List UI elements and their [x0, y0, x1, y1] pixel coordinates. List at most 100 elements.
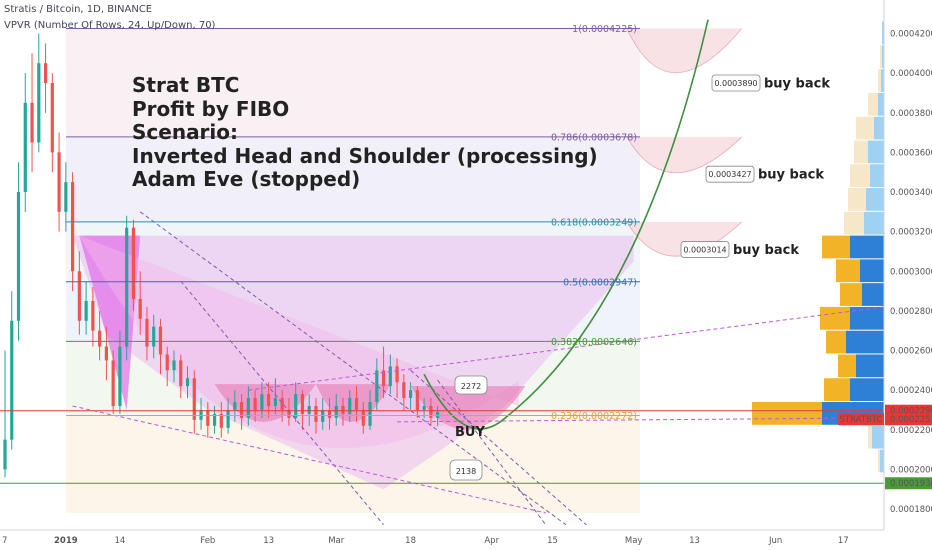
candle-body	[138, 298, 142, 319]
y-tick-label: 0.0003400	[890, 188, 932, 198]
symbol-line: Stratis / Bitcoin, 1D, BINANCE	[4, 4, 153, 15]
candle-body	[381, 370, 386, 387]
candle-body	[64, 182, 68, 212]
fib-band	[66, 136, 640, 222]
y-tick-label: 0.0002400	[890, 386, 932, 396]
candle-body	[10, 320, 14, 440]
volume-bar-up	[881, 69, 884, 92]
volume-bar-up	[864, 211, 884, 235]
left-shoulder	[214, 384, 316, 422]
x-tick-label: Mar	[328, 536, 345, 546]
candle-body	[37, 63, 41, 143]
candle-body	[361, 409, 365, 426]
buyback-box	[680, 241, 730, 258]
candle-body	[375, 370, 379, 403]
candle-body	[246, 398, 250, 418]
candle-body	[152, 326, 156, 347]
candle-body	[314, 405, 318, 422]
volume-bar-up	[882, 21, 884, 45]
candle-body	[348, 398, 352, 414]
candle-body	[57, 152, 61, 212]
volume-bar-up	[866, 188, 884, 211]
volume-bar-down	[878, 69, 881, 92]
candle-body	[104, 346, 108, 361]
projection-curve	[423, 19, 709, 430]
title-line-3: Scenario:	[132, 120, 239, 144]
y-tick-label: 0.0004000	[890, 69, 932, 79]
candle-body	[253, 398, 257, 410]
callouts: 0.0003890 buy back 0.0003427 buy back 0.0003…	[449, 74, 830, 481]
fib-label: 0.5(0.0002947)	[563, 277, 637, 288]
trend-lines	[0, 19, 885, 526]
volume-bar-down	[856, 116, 874, 140]
candle-body	[415, 390, 419, 410]
candle-body	[111, 360, 115, 406]
x-tick-label: 7	[2, 536, 7, 546]
candle-body	[341, 405, 345, 414]
x-tick-label: 13	[263, 536, 274, 546]
indicator-line: VPVR (Number Of Rows, 24, Up/Down, 70)	[4, 20, 216, 31]
candle-body	[172, 360, 176, 371]
fib-label: 0.786(0.0003678)	[551, 132, 637, 143]
x-tick-label: 17	[838, 536, 849, 546]
ticker-tag	[838, 413, 884, 426]
candle-body	[402, 382, 406, 399]
x-tick-label: Feb	[200, 536, 215, 546]
buyback-label: buy back	[758, 168, 824, 183]
buyback-box	[705, 165, 755, 183]
y-tick-label: 0.0002600	[890, 347, 932, 357]
candle-body	[422, 405, 426, 410]
candle-body	[43, 63, 48, 84]
price-axis[interactable]: 0.0004200 0.0004000 0.0003800 0.0003600 0.00…	[838, 0, 932, 530]
x-tick-label: 13	[689, 536, 700, 546]
candle-body	[327, 409, 332, 418]
volume-bar-down	[878, 449, 880, 473]
buyback-label: buy back	[733, 243, 799, 258]
volume-bar-down	[752, 402, 822, 425]
volume-profile	[752, 21, 884, 473]
candle-body	[206, 409, 210, 426]
candle-body	[409, 390, 413, 399]
candle-body	[219, 413, 223, 428]
candle-body	[98, 330, 102, 347]
candle-body	[185, 378, 190, 387]
candle-body	[84, 300, 88, 321]
candle-body	[267, 394, 271, 406]
y-tick-label: 0.0004200	[890, 30, 932, 40]
volume-bar-down	[850, 164, 870, 188]
buyback-arc	[626, 136, 743, 173]
volume-bar-down	[880, 45, 882, 69]
volume-bar-up	[860, 259, 884, 283]
volume-bar-down	[854, 140, 868, 164]
y-tick-label: 0.0002000	[890, 465, 932, 475]
candle-body	[71, 182, 75, 272]
volume-bar-down	[844, 211, 864, 235]
neckline-high	[248, 306, 885, 391]
fib-label: 0.236(0.0002272)	[551, 411, 637, 422]
candle-body	[91, 300, 95, 331]
fib-label: 0.618(0.0003249)	[551, 217, 637, 228]
candle-body	[300, 394, 305, 414]
volume-bar-up	[874, 116, 884, 140]
time-axis[interactable]: 7 2019 14 Feb 13 Mar 18 Apr 15 May 13 Jun 17	[0, 529, 884, 546]
cup-arc	[79, 235, 519, 449]
buyback-price: 0.0003890	[714, 79, 757, 88]
candle-body	[395, 366, 399, 383]
candle-body	[30, 102, 34, 143]
head	[315, 384, 391, 422]
volume-bar-down	[840, 283, 862, 306]
volume-bar-up	[870, 164, 884, 188]
volume-bar-up	[850, 235, 884, 259]
volume-bar-down	[820, 306, 850, 330]
x-tick-label: 14	[115, 536, 126, 546]
callout-2138-text: 2138	[456, 467, 476, 476]
candle-body	[23, 102, 27, 192]
fib-label: 1(0.0004225)	[572, 24, 637, 35]
annotation-title: Strat BTC Profit by FIBO Scenario: Inver…	[132, 73, 598, 192]
volume-bar-down	[848, 188, 866, 211]
ticker-tag-text: STRATBTC	[840, 415, 883, 425]
x-tick-label: Apr	[484, 536, 499, 546]
volume-bar-down	[836, 259, 860, 283]
price-tag	[885, 413, 932, 426]
